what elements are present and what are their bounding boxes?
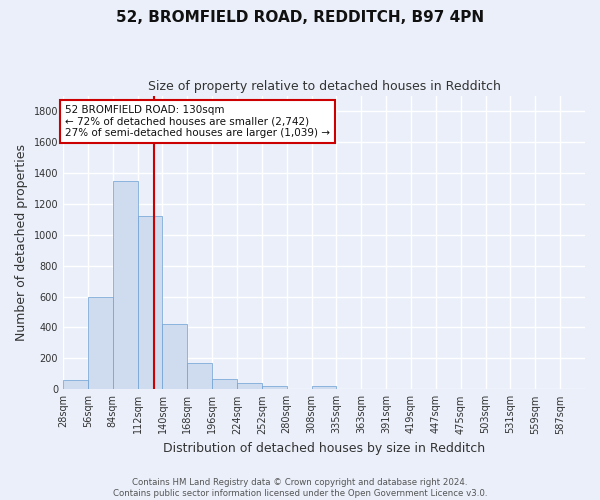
Bar [137,216,163,390]
Bar [88,296,113,390]
Bar [63,380,88,390]
Bar [212,380,237,390]
Text: 52 BROMFIELD ROAD: 130sqm
← 72% of detached houses are smaller (2,742)
27% of se: 52 BROMFIELD ROAD: 130sqm ← 72% of detac… [65,105,330,138]
Text: 52, BROMFIELD ROAD, REDDITCH, B97 4PN: 52, BROMFIELD ROAD, REDDITCH, B97 4PN [116,10,484,25]
Bar [113,180,137,390]
Y-axis label: Number of detached properties: Number of detached properties [15,144,28,341]
Text: Contains HM Land Registry data © Crown copyright and database right 2024.
Contai: Contains HM Land Registry data © Crown c… [113,478,487,498]
X-axis label: Distribution of detached houses by size in Redditch: Distribution of detached houses by size … [163,442,485,455]
Bar [187,363,212,390]
Bar [262,386,287,390]
Title: Size of property relative to detached houses in Redditch: Size of property relative to detached ho… [148,80,500,93]
Bar [163,324,187,390]
Bar [311,386,337,390]
Bar [237,383,262,390]
